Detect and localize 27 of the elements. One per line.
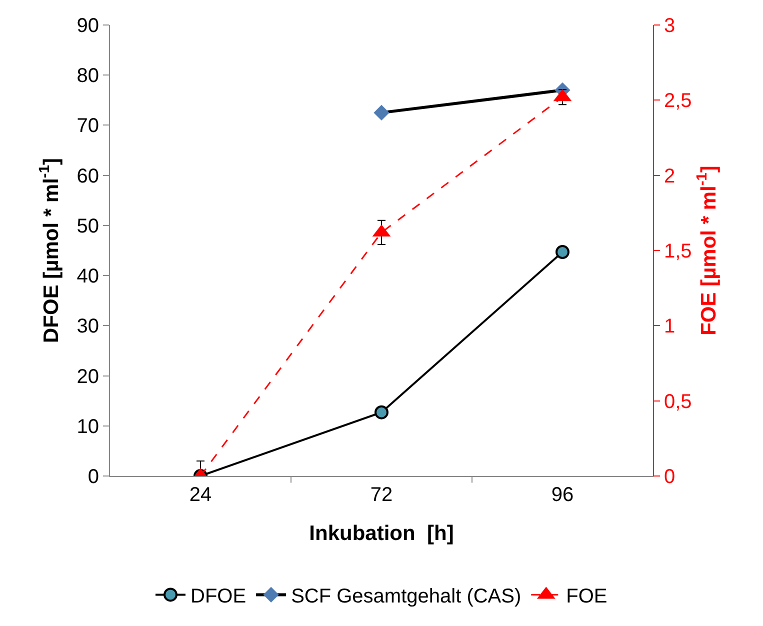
legend-label: FOE: [566, 586, 608, 608]
legend-label: SCF Gesamtgehalt (CAS): [291, 586, 522, 608]
y2-tick-label: 1,5: [664, 240, 692, 262]
y-tick-label: 30: [76, 316, 99, 338]
x-tick-label: 24: [189, 484, 212, 506]
legend-label: DFOE: [190, 586, 246, 608]
x-tick-label: 72: [370, 484, 393, 506]
y2-tick-label: 0,5: [664, 390, 692, 413]
y-tick-label: 70: [76, 115, 99, 138]
y2-tick-label: 2: [664, 165, 676, 188]
x-axis-title: Inkubation [h]: [309, 522, 454, 546]
point: [374, 405, 388, 420]
y-tick-label: 40: [76, 266, 99, 288]
y-tick-label: 60: [76, 165, 99, 188]
y-tick-label: 10: [76, 416, 99, 438]
y-tick-label: 0: [88, 466, 99, 488]
point: [556, 245, 570, 259]
y2-tick-label: 2,5: [664, 90, 692, 112]
y2-tick-label: 3: [664, 15, 676, 37]
y2-tick-label: 1: [664, 316, 676, 338]
y2-tick-label: 0: [664, 466, 676, 488]
x-tick-label: 96: [551, 484, 574, 506]
point: [374, 104, 390, 120]
y-tick-label: 50: [76, 215, 99, 238]
y-tick-label: 80: [76, 65, 99, 88]
y-tick-label: 90: [76, 15, 99, 37]
y-tick-label: 20: [76, 366, 99, 388]
